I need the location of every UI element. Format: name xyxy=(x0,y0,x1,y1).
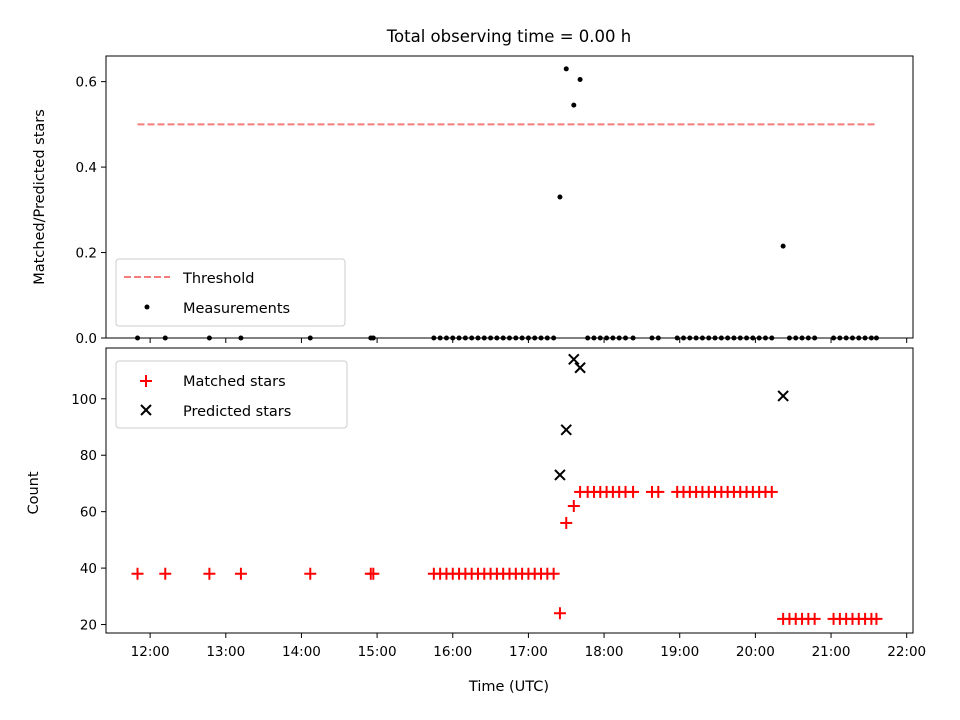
bottom-x-tick-label: 16:00 xyxy=(433,644,472,660)
bottom-y-tick-label: 60 xyxy=(80,505,97,521)
matched-star-point xyxy=(131,567,144,580)
predicted-star-point xyxy=(574,362,586,374)
legend-measurements-swatch xyxy=(144,304,150,310)
matched-star-point xyxy=(234,567,247,580)
predicted-star-point xyxy=(568,353,580,365)
legend-predicted-swatch xyxy=(140,404,152,416)
top-y-ticks: 0.0 0.2 0.4 0.6 xyxy=(76,75,106,347)
legend-predicted-label: Predicted stars xyxy=(183,404,291,420)
bottom-y-tick-label: 100 xyxy=(71,392,97,408)
top-plot-frame xyxy=(105,55,914,339)
top-legend-box xyxy=(115,258,346,327)
bottom-x-tick-label: 18:00 xyxy=(585,644,624,660)
measurement-point xyxy=(577,77,583,82)
matched-star-point xyxy=(567,500,580,513)
legend-measurements-label: Measurements xyxy=(183,301,290,317)
bottom-x-tick-label: 17:00 xyxy=(509,644,548,660)
bottom-y-axis-label: Count xyxy=(26,471,42,514)
measurement-point xyxy=(557,194,563,200)
top-x-ticks xyxy=(149,338,908,343)
matched-stars-points xyxy=(131,485,883,625)
measurement-point xyxy=(571,102,577,108)
top-y-axis-label: Matched/Predicted stars xyxy=(32,109,48,285)
matched-star-point xyxy=(652,485,665,498)
bottom-legend: Matched stars Predicted stars xyxy=(115,360,348,429)
bottom-x-axis-label: Time (UTC) xyxy=(468,679,549,695)
bottom-chart: 20 40 60 80 100 Count 12:00 13:00 14:00 15:00 16… xyxy=(26,347,926,695)
bottom-x-tick-label: 13:00 xyxy=(206,644,245,660)
legend-matched-swatch xyxy=(140,375,152,387)
matched-star-point xyxy=(553,607,566,620)
legend-matched-label: Matched stars xyxy=(183,374,286,390)
measurement-point xyxy=(780,243,786,249)
matched-star-point xyxy=(547,567,560,580)
bottom-x-tick-label: 14:00 xyxy=(282,644,321,660)
bottom-legend-box xyxy=(115,360,348,429)
bottom-x-tick-label: 20:00 xyxy=(736,644,775,660)
top-y-tick-label: 0.2 xyxy=(76,246,97,262)
matched-star-point xyxy=(159,567,172,580)
bottom-plot-frame xyxy=(105,347,914,634)
matched-star-point xyxy=(627,485,640,498)
predicted-star-point xyxy=(777,390,789,402)
matched-star-point xyxy=(870,612,883,625)
matched-star-point xyxy=(304,567,317,580)
bottom-x-tick-label: 12:00 xyxy=(131,644,170,660)
bottom-y-tick-label: 80 xyxy=(80,448,97,464)
bottom-x-tick-label: 19:00 xyxy=(660,644,699,660)
top-chart-title: Total observing time = 0.00 h xyxy=(386,27,631,46)
bottom-x-tick-label: 15:00 xyxy=(358,644,397,660)
matched-star-point xyxy=(203,567,216,580)
matched-star-point xyxy=(765,485,778,498)
top-legend: Threshold Measurements xyxy=(115,258,346,327)
top-y-tick-label: 0.0 xyxy=(76,331,97,347)
top-y-tick-label: 0.6 xyxy=(76,75,97,91)
predicted-stars-points xyxy=(554,353,789,481)
measurement-point xyxy=(563,66,569,72)
legend-threshold-label: Threshold xyxy=(182,271,254,287)
predicted-star-point xyxy=(554,469,566,481)
bottom-x-ticks: 12:00 13:00 14:00 15:00 16:00 17:00 18:00 19:00… xyxy=(131,633,926,660)
bottom-y-tick-label: 20 xyxy=(80,618,97,634)
predicted-star-point xyxy=(560,424,572,436)
top-chart: 0.0 0.2 0.4 0.6 Matched/Predicted stars Thr… xyxy=(32,55,914,347)
bottom-y-ticks: 20 40 60 80 100 xyxy=(71,392,106,634)
matched-star-point xyxy=(808,612,821,625)
matched-star-point xyxy=(367,567,380,580)
matched-star-point xyxy=(560,516,573,529)
bottom-x-tick-label: 21:00 xyxy=(812,644,851,660)
bottom-x-tick-label: 22:00 xyxy=(887,644,926,660)
top-y-tick-label: 0.4 xyxy=(76,160,97,176)
bottom-y-tick-label: 40 xyxy=(80,561,97,577)
